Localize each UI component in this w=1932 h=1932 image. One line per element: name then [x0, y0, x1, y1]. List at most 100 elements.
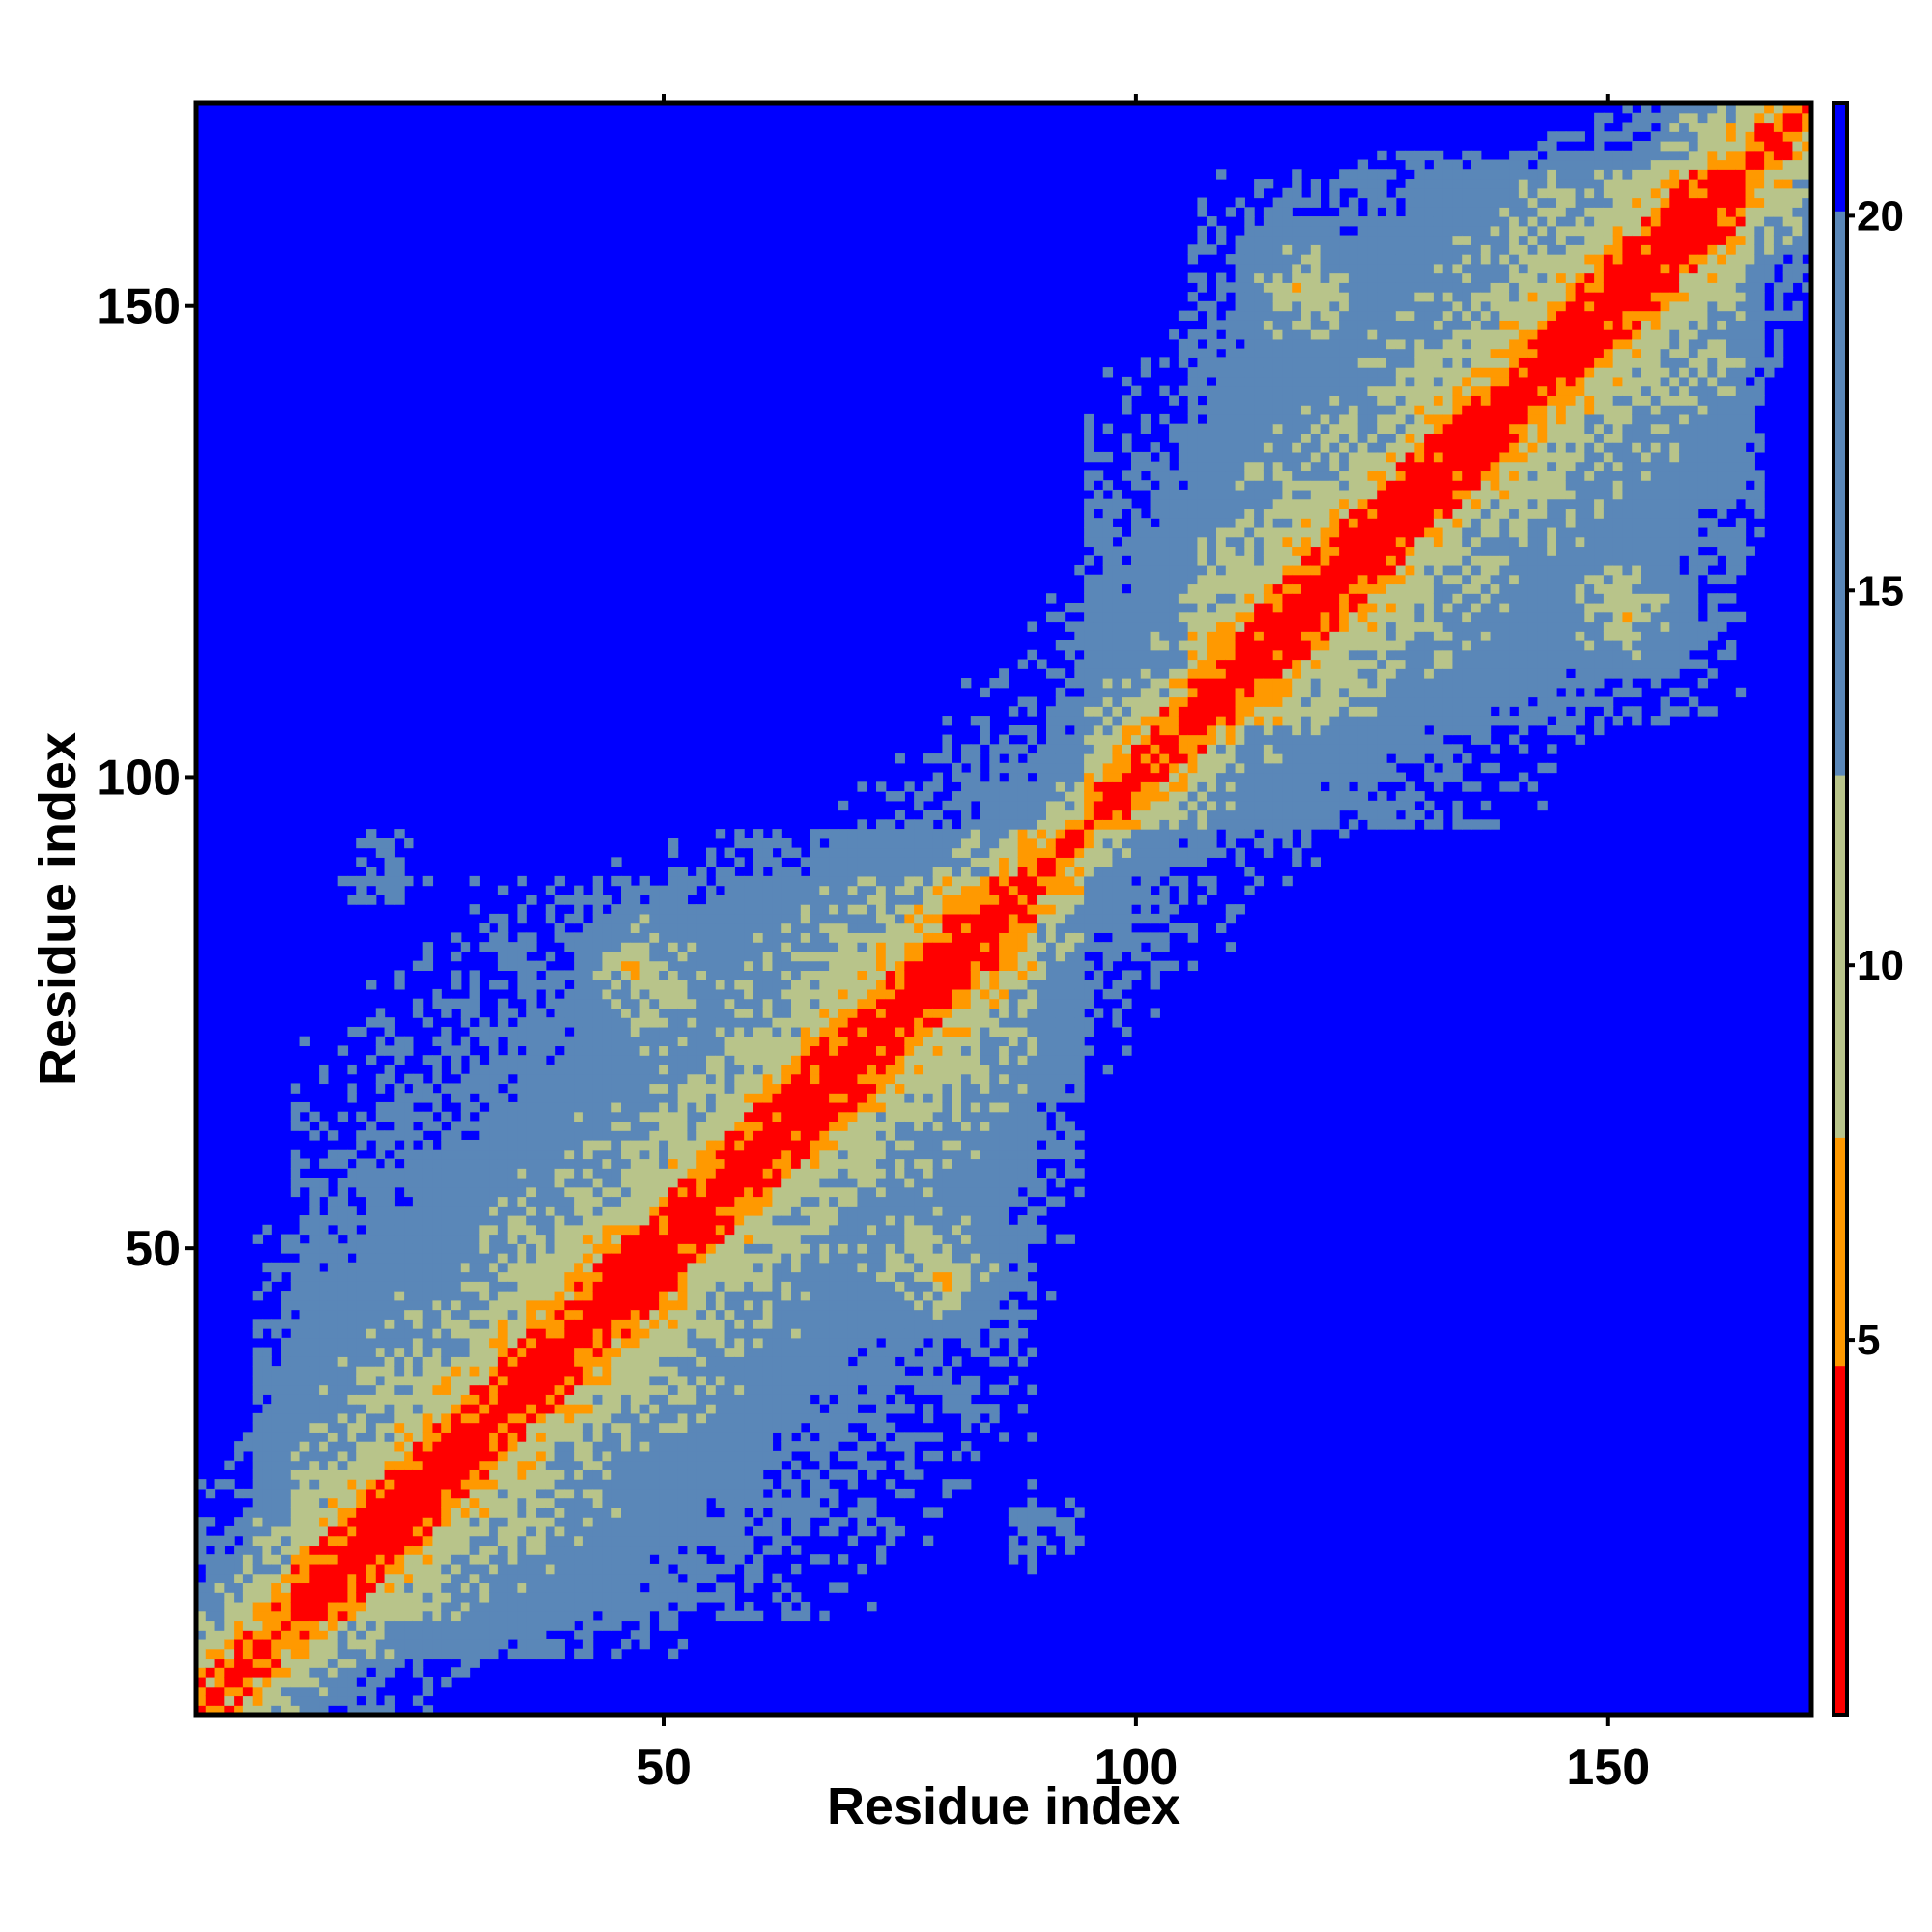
heatmap-cell [687, 1168, 697, 1179]
heatmap-cell [630, 1630, 641, 1640]
heatmap-cell [536, 1375, 547, 1386]
heatmap-cell [536, 1168, 547, 1179]
heatmap-cell [592, 1234, 604, 1244]
heatmap-cell [384, 1206, 395, 1216]
heatmap-cell [668, 1517, 679, 1527]
heatmap-cell [696, 1158, 707, 1169]
heatmap-cell [554, 1319, 565, 1329]
heatmap-cell [404, 1394, 414, 1405]
heatmap-cell [337, 1554, 349, 1565]
heatmap-cell [904, 819, 915, 830]
heatmap-cell [753, 1497, 764, 1508]
heatmap-cell [327, 1158, 339, 1169]
heatmap-cell [592, 1592, 604, 1603]
heatmap-cell [564, 1366, 575, 1377]
heatmap-cell [734, 1497, 745, 1508]
heatmap-cell [630, 1582, 641, 1593]
heatmap-cell [744, 1299, 754, 1311]
heatmap-cell [507, 1517, 519, 1527]
heatmap-cell [497, 1412, 509, 1424]
heatmap-cell [517, 932, 527, 943]
heatmap-cell [734, 1441, 745, 1452]
heatmap-cell [744, 1404, 754, 1414]
heatmap-cell [706, 885, 717, 895]
heatmap-cell [696, 1178, 707, 1188]
heatmap-cell [762, 885, 774, 895]
heatmap-cell [290, 1450, 301, 1462]
heatmap-cell [904, 1262, 915, 1273]
heatmap-cell [271, 1375, 282, 1386]
heatmap-cell [451, 1139, 462, 1151]
heatmap-cell [687, 1563, 697, 1575]
heatmap-cell [394, 895, 405, 905]
heatmap-cell [412, 1404, 424, 1414]
heatmap-cell [687, 1535, 697, 1547]
heatmap-cell [479, 1507, 490, 1518]
heatmap-cell [479, 1253, 490, 1264]
heatmap-cell [904, 1101, 915, 1113]
heatmap-cell [526, 1545, 537, 1555]
heatmap-cell [753, 1093, 764, 1103]
heatmap-cell [404, 1384, 414, 1395]
heatmap-cell [469, 1139, 480, 1151]
heatmap-cell [829, 1045, 839, 1056]
heatmap-cell [687, 1291, 697, 1301]
heatmap-cell [281, 1545, 292, 1555]
heatmap-cell [602, 1601, 612, 1612]
heatmap-cell [829, 1064, 839, 1075]
heatmap-cell [554, 1517, 565, 1527]
heatmap-cell [649, 1130, 660, 1141]
heatmap-cell [715, 904, 726, 915]
heatmap-cell [299, 1648, 310, 1660]
heatmap-cell [394, 1111, 405, 1122]
heatmap-cell [867, 1215, 877, 1226]
heatmap-cell [895, 829, 905, 839]
heatmap-cell [649, 895, 660, 905]
heatmap-cell [517, 1186, 527, 1198]
heatmap-cell [895, 913, 905, 924]
heatmap-cell [668, 1026, 679, 1037]
heatmap-cell [497, 1375, 509, 1386]
heatmap-cell [621, 1291, 632, 1301]
heatmap-cell [649, 942, 660, 952]
heatmap-cell [857, 1064, 867, 1075]
heatmap-cell [290, 1111, 301, 1122]
heatmap-cell [441, 1610, 452, 1622]
heatmap-cell [696, 1064, 707, 1075]
heatmap-cell [829, 1073, 839, 1085]
heatmap-cell [819, 1215, 830, 1226]
heatmap-cell [337, 1460, 349, 1470]
heatmap-cell [582, 1206, 594, 1216]
heatmap-cell [564, 1375, 575, 1386]
heatmap-cell [819, 1488, 830, 1499]
heatmap-cell [479, 1517, 490, 1527]
heatmap-cell [867, 1206, 877, 1216]
heatmap-cell [281, 1347, 292, 1357]
heatmap-cell [706, 1253, 717, 1264]
heatmap-cell [469, 1375, 480, 1386]
heatmap-cell [885, 895, 896, 905]
heatmap-cell [847, 932, 859, 943]
heatmap-cell [762, 1422, 774, 1433]
heatmap-cell [337, 1186, 349, 1198]
heatmap-cell [441, 1186, 452, 1198]
heatmap-cell [394, 1206, 405, 1216]
heatmap-cell [791, 1394, 802, 1405]
heatmap-cell [611, 1356, 622, 1367]
heatmap-cell [242, 1432, 254, 1442]
heatmap-cell [384, 1488, 395, 1499]
heatmap-cell [469, 1055, 480, 1065]
heatmap-cell [696, 1073, 707, 1085]
heatmap-cell [574, 1309, 584, 1320]
heatmap-cell [800, 1139, 811, 1151]
heatmap-cell [639, 1178, 650, 1188]
heatmap-cell [867, 1243, 877, 1254]
heatmap-cell [810, 847, 820, 858]
heatmap-cell [469, 1384, 480, 1395]
heatmap-cell [536, 1093, 547, 1103]
heatmap-cell [489, 1432, 499, 1442]
heatmap-cell [394, 1479, 405, 1490]
heatmap-cell [639, 1394, 650, 1405]
heatmap-cell [489, 1592, 499, 1603]
heatmap-cell [904, 1139, 915, 1151]
